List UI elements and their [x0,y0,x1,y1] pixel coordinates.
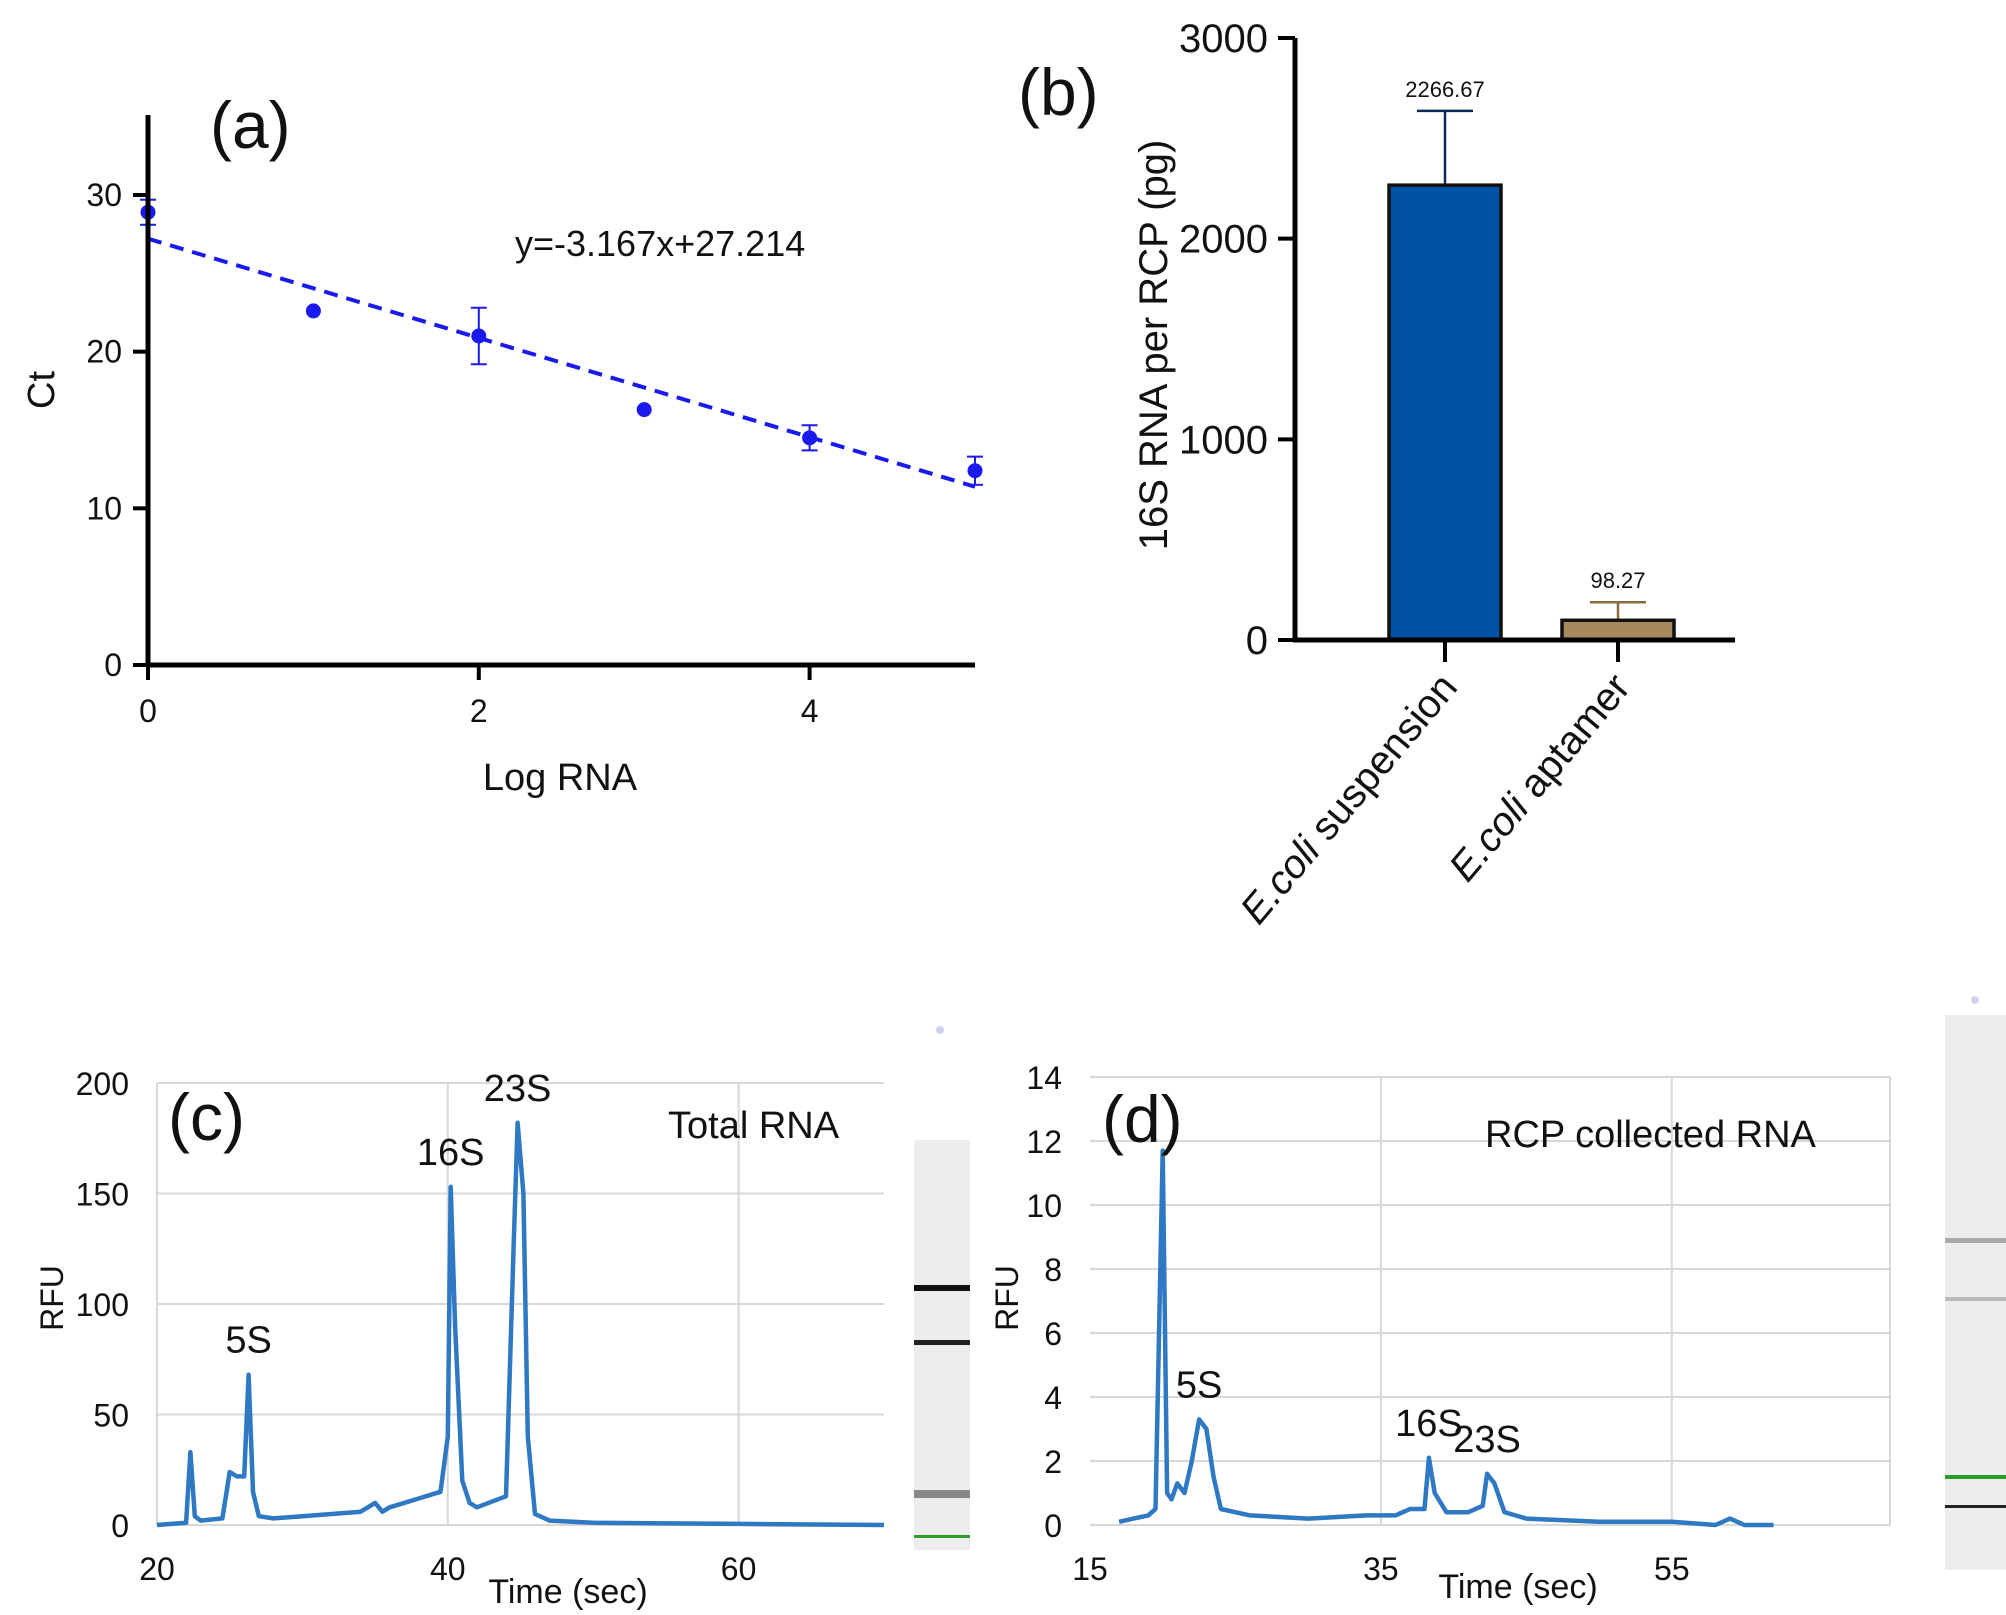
panel-a: (a) y=-3.167x+27.214 Log RNA Ct 0 2 4 0 10 2… [21,88,983,799]
y-axis-label: RFU [989,1265,1025,1331]
x-tick-label: 0 [139,693,157,729]
bar-value-label: 2266.67 [1405,77,1485,102]
panel-d-label: (d) [1102,1082,1183,1156]
panel-d: (d) RCP collected RNA Time (sec) RFU 0 2 4… [989,996,2006,1606]
bar-group: 2266.67 E.coli suspension [1232,77,1503,933]
y-tick-label: 6 [1044,1316,1062,1352]
panel-c: (c) Total RNA Time (sec) RFU 0 50 100 150 20… [34,1026,970,1611]
x-axis-label: Time (sec) [1438,1568,1597,1606]
y-tick-label: 10 [1026,1188,1062,1224]
panel-c-title: Total RNA [668,1105,840,1147]
gel-lane-image [914,1026,970,1550]
rfu-trace [1118,1148,1774,1528]
y-tick-label: 12 [1026,1124,1062,1160]
rfu-trace [156,1120,885,1528]
y-tick-label: 14 [1026,1060,1062,1096]
peak-label: 23S [484,1068,552,1110]
x-tick-label: 35 [1363,1551,1399,1587]
fit-equation: y=-3.167x+27.214 [515,223,805,264]
bar [1560,618,1676,642]
data-point [305,303,321,319]
peak-label: 16S [417,1132,485,1174]
y-tick-label: 100 [76,1287,129,1323]
x-tick-label: 55 [1654,1551,1690,1587]
panel-d-title: RCP collected RNA [1485,1114,1817,1156]
x-tick-label: 60 [721,1551,757,1587]
data-point [471,328,487,344]
y-tick-label: 4 [1044,1380,1062,1416]
panel-b-label: (b) [1018,55,1099,129]
y-tick-label: 20 [86,334,122,370]
x-tick-label: 4 [801,693,819,729]
y-axis-label: Ct [21,371,63,409]
y-axis-label: RFU [34,1265,70,1331]
x-axis-label: Time (sec) [488,1573,647,1611]
y-tick-label: 0 [1246,619,1268,663]
panel-b: (b) 16S RNA per RCP (pg) 0 1000 2000 3000 2… [1018,17,1735,932]
peak-label: 5S [225,1320,271,1362]
peak-label: 23S [1453,1419,1521,1461]
x-tick-label: 20 [139,1551,175,1587]
y-tick-label: 0 [111,1508,129,1544]
category-label: E.coli suspension [1232,666,1466,933]
x-tick-label: 40 [430,1551,466,1587]
bar [1387,183,1503,642]
fit-line [147,236,976,489]
y-tick-label: 1000 [1179,418,1268,462]
y-tick-label: 2 [1044,1444,1062,1480]
x-tick-label: 2 [470,693,488,729]
panel-c-label: (c) [168,1080,245,1154]
peak-label: 5S [1176,1364,1222,1406]
y-tick-label: 30 [86,177,122,213]
data-point [967,463,983,479]
peak-label: 16S [1395,1403,1463,1445]
y-tick-label: 2000 [1179,218,1268,262]
y-tick-label: 0 [1044,1508,1062,1544]
gel-lane-image [1945,996,2006,1570]
bar-value-label: 98.27 [1590,568,1645,593]
x-tick-label: 15 [1072,1551,1108,1587]
y-tick-label: 150 [76,1177,129,1213]
y-tick-label: 3000 [1179,17,1268,61]
y-axis-label: 16S RNA per RCP (pg) [1132,140,1176,551]
y-tick-label: 0 [104,647,122,683]
y-tick-label: 10 [86,490,122,526]
y-tick-label: 200 [76,1066,129,1102]
x-axis-label: Log RNA [483,757,638,799]
y-tick-label: 50 [93,1398,129,1434]
data-point [636,402,652,418]
data-point [802,430,818,446]
panel-a-label: (a) [210,88,291,162]
category-label: E.coli aptamer [1441,666,1639,890]
y-tick-label: 8 [1044,1252,1062,1288]
